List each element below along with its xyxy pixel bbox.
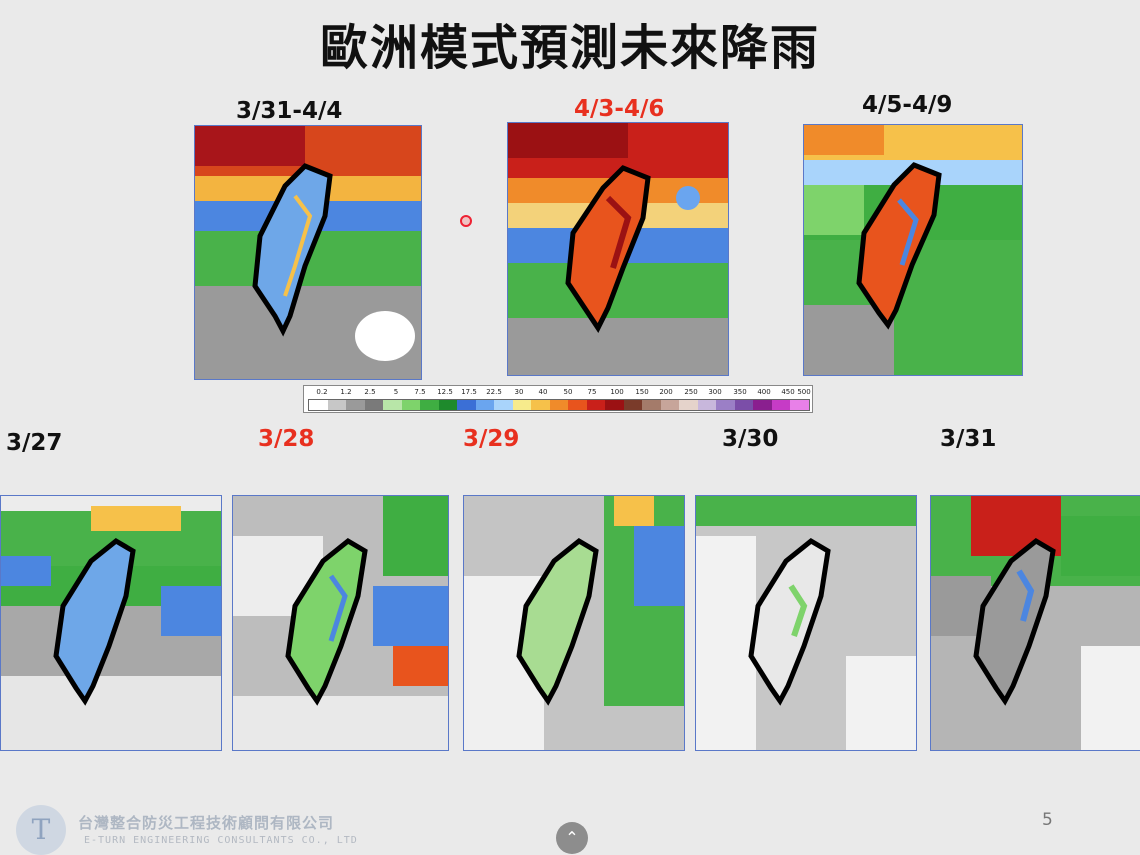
legend-color-bar <box>308 399 810 411</box>
legend-tick: 150 <box>635 388 649 396</box>
legend-color-cell <box>716 400 735 410</box>
legend-color-cell <box>734 400 754 410</box>
panel-label-3-29: 3/29 <box>463 426 520 452</box>
legend-tick: 17.5 <box>461 388 477 396</box>
legend-tick: 400 <box>757 388 771 396</box>
legend-color-cell <box>679 400 698 410</box>
legend-tick: 250 <box>684 388 698 396</box>
legend-tick: 100 <box>610 388 624 396</box>
legend-tick: 300 <box>708 388 722 396</box>
legend-color-cell <box>549 400 569 410</box>
legend-color-cell <box>512 400 532 410</box>
panel-label-4-3-4-6: 4/3-4/6 <box>574 96 665 122</box>
chevron-up-icon: ⌃ <box>565 828 579 847</box>
legend-tick: 40 <box>538 388 548 396</box>
legend-tick: 12.5 <box>437 388 453 396</box>
legend-tick: 350 <box>733 388 747 396</box>
legend-tick: 75 <box>587 388 597 396</box>
pointer-indicator <box>460 215 472 227</box>
legend-tick: 30 <box>514 388 524 396</box>
legend-color-cell <box>364 400 384 410</box>
legend-color-cell <box>790 400 809 410</box>
legend-tick: 2.5 <box>364 388 376 396</box>
legend-color-cell <box>494 400 513 410</box>
legend-color-cell <box>438 400 458 410</box>
legend-color-cell <box>309 400 328 410</box>
legend-color-cell <box>327 400 347 410</box>
panel-label-3-31-4-4: 3/31-4/4 <box>236 98 343 124</box>
legend-tick: 5 <box>393 388 399 396</box>
legend-color-cell <box>660 400 680 410</box>
legend-tick: 0.2 <box>316 388 328 396</box>
legend-tick: 1.2 <box>340 388 352 396</box>
legend-tick: 450 <box>781 388 795 396</box>
legend-color-cell <box>642 400 661 410</box>
legend-color-cell <box>457 400 476 410</box>
legend-tick: 200 <box>659 388 673 396</box>
panel-label-3-31: 3/31 <box>940 426 997 452</box>
panel-label-4-5-4-9: 4/5-4/9 <box>862 92 953 118</box>
page-number: 5 <box>1042 810 1053 830</box>
rain-map-3-30 <box>695 495 917 751</box>
legend-tick: 500 <box>797 388 811 396</box>
logo-letter: T <box>31 813 51 846</box>
panel-label-3-30: 3/30 <box>722 426 779 452</box>
legend-color-cell <box>475 400 495 410</box>
legend-color-cell <box>401 400 421 410</box>
company-logo: T <box>16 805 66 855</box>
legend-color-cell <box>383 400 402 410</box>
legend-color-cell <box>586 400 606 410</box>
rain-map-4-5-4-9 <box>803 124 1023 376</box>
legend-color-cell <box>697 400 717 410</box>
legend-tick: 7.5 <box>414 388 426 396</box>
legend-color-cell <box>531 400 550 410</box>
slide-title: 歐洲模式預測未來降雨 <box>319 20 820 76</box>
rain-map-3-29 <box>463 495 685 751</box>
panel-label-3-28: 3/28 <box>258 426 315 452</box>
panel-label-3-27: 3/27 <box>6 430 63 456</box>
rain-map-3-27 <box>0 495 222 751</box>
company-name-zh: 台灣整合防災工程技術顧問有限公司 <box>78 814 335 832</box>
legend-color-cell <box>568 400 587 410</box>
legend-color-cell <box>623 400 643 410</box>
legend-ticks: 0.2 1.2 2.5 5 7.5 12.5 17.5 22.5 30 40 5… <box>304 388 812 398</box>
legend-tick: 50 <box>563 388 573 396</box>
rain-map-3-31 <box>930 495 1140 751</box>
company-name-en: E-TURN ENGINEERING CONSULTANTS CO., LTD <box>84 835 358 846</box>
legend-tick: 22.5 <box>486 388 502 396</box>
legend-color-cell <box>753 400 772 410</box>
rain-map-3-28 <box>232 495 449 751</box>
rainfall-legend: 0.2 1.2 2.5 5 7.5 12.5 17.5 22.5 30 40 5… <box>303 385 813 413</box>
legend-color-cell <box>605 400 624 410</box>
legend-color-cell <box>771 400 791 410</box>
rain-map-3-31-4-4 <box>194 125 422 380</box>
scroll-up-button[interactable]: ⌃ <box>556 822 588 854</box>
legend-color-cell <box>420 400 439 410</box>
legend-color-cell <box>346 400 365 410</box>
rain-map-4-3-4-6 <box>507 122 729 376</box>
